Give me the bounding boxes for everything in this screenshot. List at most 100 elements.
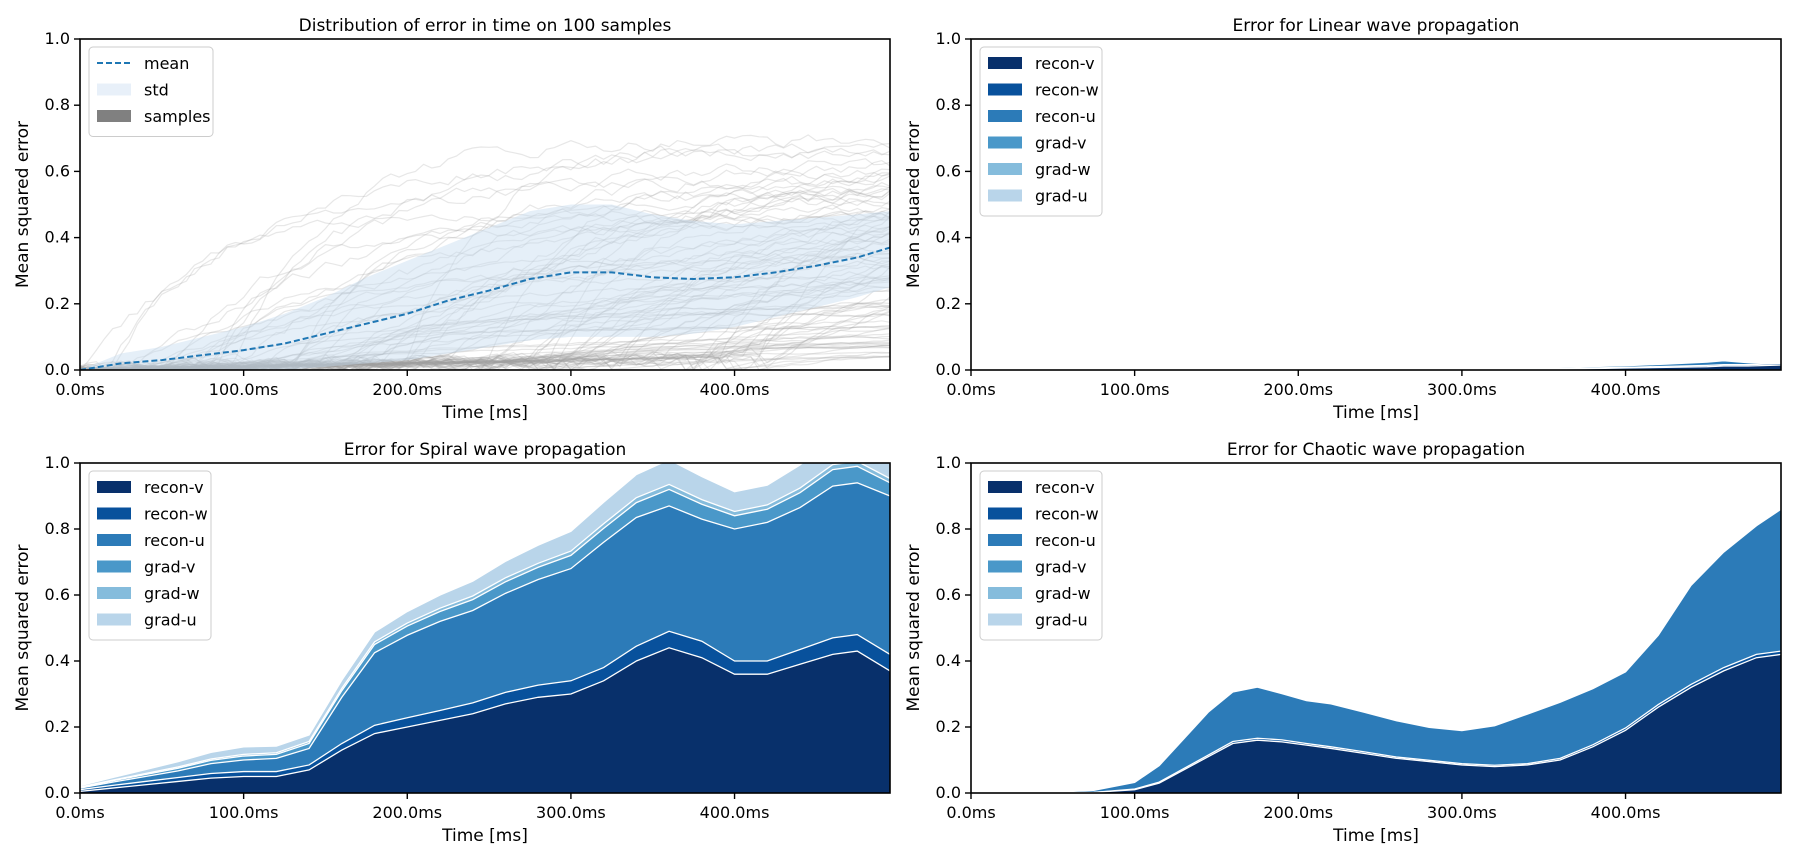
legend-swatch <box>97 507 131 520</box>
axes-frame <box>970 462 1782 794</box>
sample-trace <box>80 237 890 370</box>
x-tick-label: 200.0ms <box>1263 803 1333 822</box>
y-axis-label: Mean squared error <box>904 545 924 712</box>
legend-label: grad-v <box>1035 558 1087 577</box>
legend-label: grad-v <box>144 558 196 577</box>
sample-trace <box>80 254 890 370</box>
sample-trace <box>80 192 890 370</box>
sample-trace <box>80 275 890 370</box>
sample-trace <box>80 333 890 370</box>
sample-trace <box>80 208 890 370</box>
sample-trace <box>80 341 890 370</box>
sample-trace <box>80 150 890 370</box>
x-tick-label: 400.0ms <box>1591 380 1661 399</box>
x-tick-label: 100.0ms <box>1100 380 1170 399</box>
sample-trace <box>80 189 890 370</box>
sample-trace <box>80 199 890 370</box>
sample-trace <box>80 325 890 370</box>
y-tick-label: 0.2 <box>936 294 961 313</box>
legend-swatch <box>988 534 1022 546</box>
sample-trace <box>80 240 890 370</box>
sample-trace <box>80 158 890 370</box>
y-tick-label: 1.0 <box>936 453 961 472</box>
sample-trace <box>80 309 890 370</box>
separator-recon-v <box>971 653 1781 793</box>
sample-trace <box>80 281 890 370</box>
mean-line <box>80 246 890 370</box>
legend-swatch <box>988 587 1022 599</box>
sample-trace <box>80 185 890 370</box>
legend-label: recon-v <box>1035 478 1095 497</box>
legend-label: recon-v <box>1035 54 1095 73</box>
sample-trace <box>80 260 890 370</box>
legend-swatch <box>988 507 1022 520</box>
sample-trace <box>80 311 890 370</box>
legend-label: recon-u <box>144 531 205 550</box>
sample-trace <box>80 211 890 370</box>
y-tick-label: 0.2 <box>936 717 961 736</box>
sample-trace <box>80 213 890 370</box>
sample-trace <box>80 265 890 370</box>
sample-trace <box>80 266 890 370</box>
area-recon-u <box>971 509 1781 793</box>
area-grad-v <box>80 466 890 789</box>
legend-swatch <box>988 57 1022 69</box>
x-axis-label: Time [ms] <box>441 826 528 846</box>
sample-trace <box>80 306 890 370</box>
x-tick-label: 0.0ms <box>946 803 995 822</box>
sample-trace <box>80 212 890 370</box>
sample-trace <box>80 186 890 370</box>
y-tick-label: 0.0 <box>45 783 70 802</box>
sample-trace <box>80 351 890 370</box>
x-tick-label: 0.0ms <box>55 803 104 822</box>
legend-swatch <box>97 534 131 546</box>
sample-trace <box>80 189 890 370</box>
sample-trace <box>80 277 890 370</box>
sample-trace <box>80 277 890 370</box>
sample-trace <box>80 252 890 370</box>
separator-recon-u <box>971 360 1781 370</box>
sample-trace <box>80 339 890 370</box>
y-tick-label: 0.8 <box>45 95 70 114</box>
plot-area <box>80 463 890 793</box>
separator-grad-u <box>80 463 804 787</box>
sample-trace <box>80 311 890 370</box>
panel-chaotic-wave: Error for Chaotic wave propagation Time … <box>904 440 1782 846</box>
x-tick-label: 0.0ms <box>55 380 104 399</box>
plot-area <box>80 134 890 370</box>
sample-trace <box>80 210 890 370</box>
sample-trace <box>80 172 890 370</box>
legend-label: samples <box>144 107 211 126</box>
x-axis-label: Time [ms] <box>441 403 528 423</box>
y-tick-label: 0.6 <box>936 585 961 604</box>
y-tick-label: 0.4 <box>45 651 70 670</box>
sample-trace <box>80 206 890 370</box>
sample-trace <box>80 312 890 370</box>
sample-trace <box>80 355 890 370</box>
legend-label: recon-v <box>144 478 204 497</box>
sample-trace <box>80 187 890 370</box>
sample-trace <box>80 351 890 370</box>
legend-swatch <box>988 163 1022 175</box>
legend-label: grad-w <box>144 584 200 603</box>
plot-area <box>971 508 1781 793</box>
y-tick-label: 0.2 <box>45 294 70 313</box>
separator-recon-u <box>971 508 1781 793</box>
sample-trace <box>80 296 890 370</box>
y-tick-label: 0.6 <box>45 161 70 180</box>
sample-trace <box>80 176 890 370</box>
y-tick-label: 1.0 <box>45 29 70 48</box>
legend-swatch <box>97 110 131 122</box>
sample-trace <box>80 356 890 370</box>
sample-trace <box>80 310 890 370</box>
x-tick-label: 0.0ms <box>946 380 995 399</box>
sample-trace <box>80 282 890 370</box>
std-band <box>80 204 890 370</box>
area-recon-w <box>80 631 890 792</box>
chart-title: Distribution of error in time on 100 sam… <box>299 16 672 36</box>
y-tick-label: 1.0 <box>45 453 70 472</box>
legend-swatch <box>988 613 1022 626</box>
sample-trace <box>80 343 890 370</box>
chart-title: Error for Chaotic wave propagation <box>1227 440 1525 460</box>
